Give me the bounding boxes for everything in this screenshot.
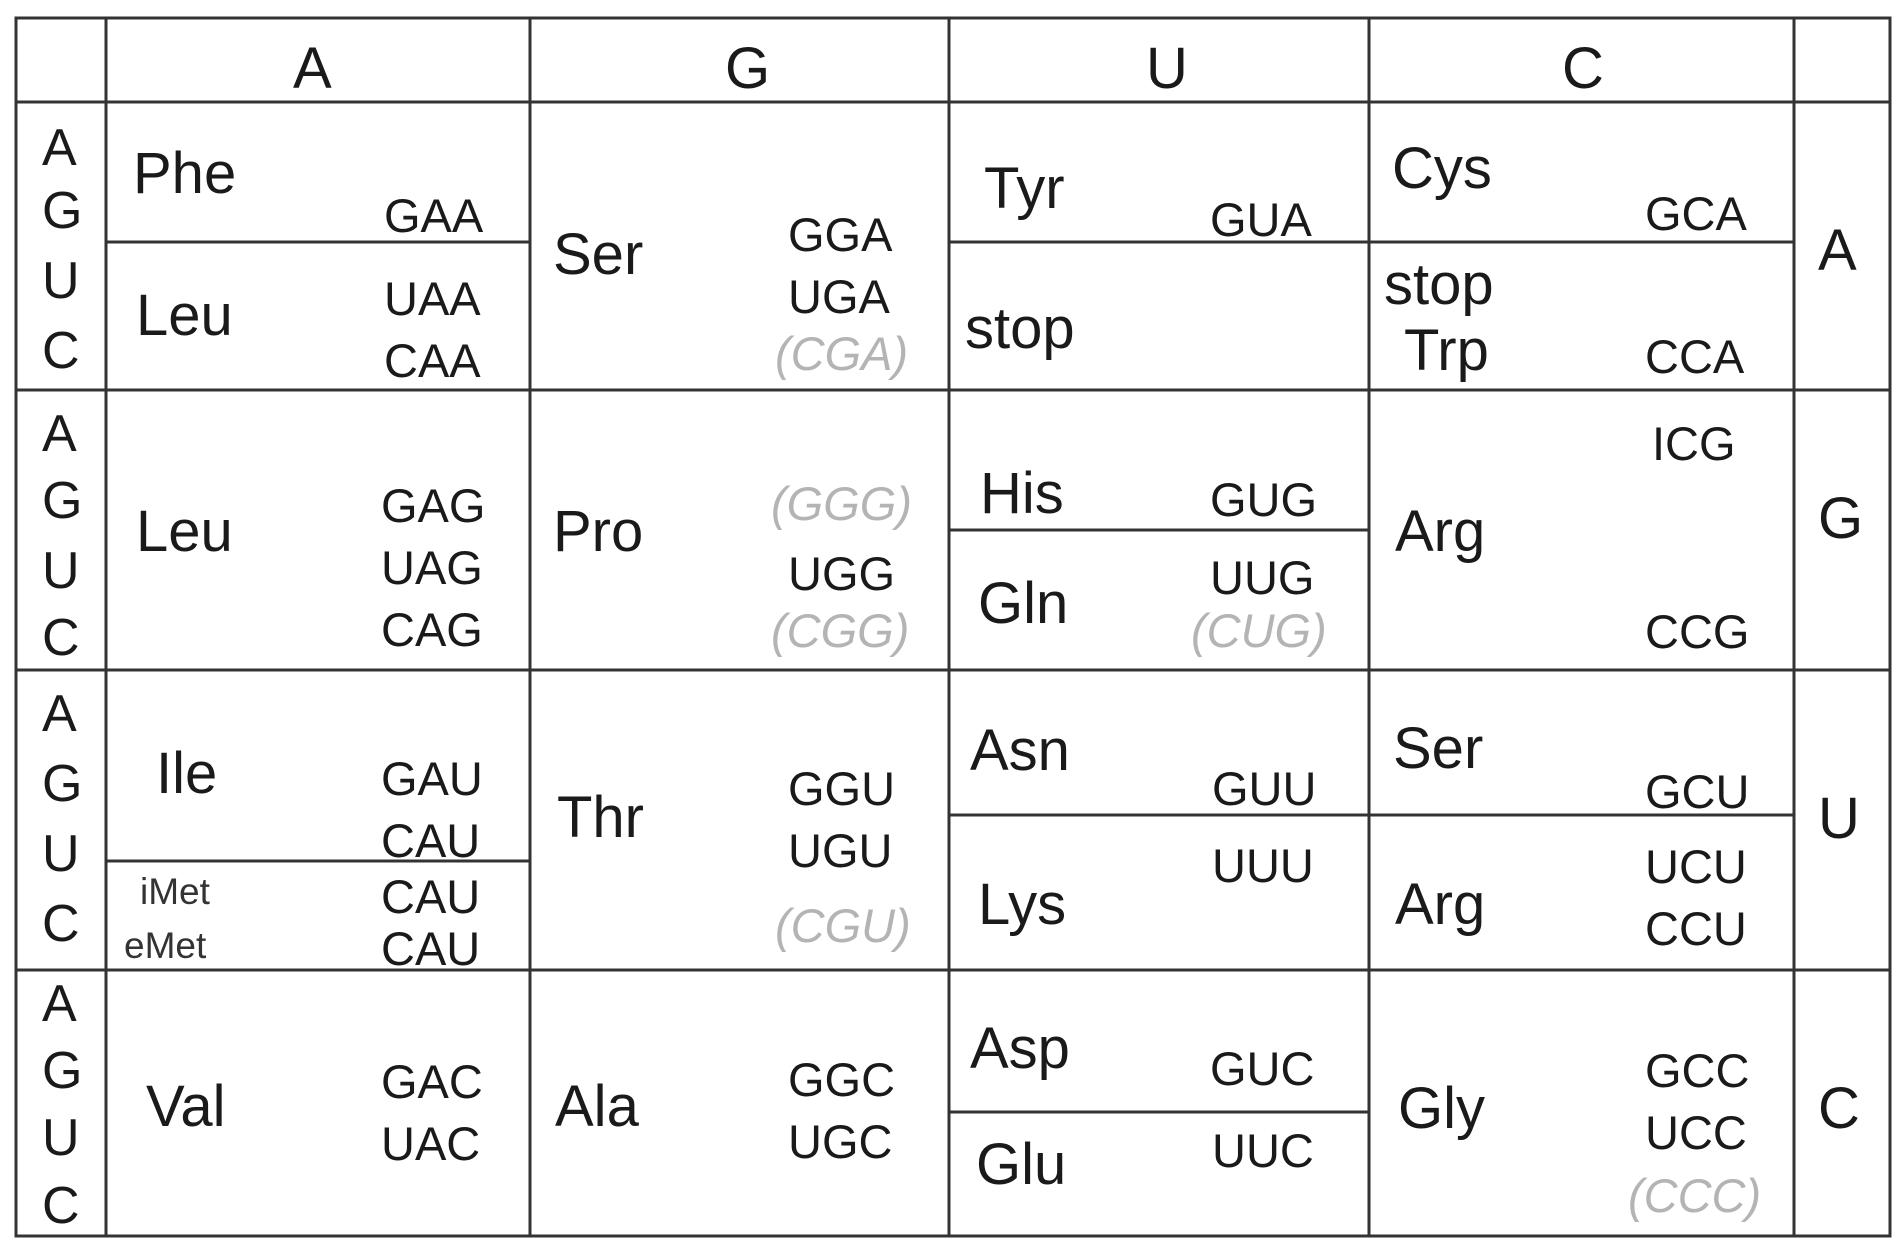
- row-label-u: U: [1818, 786, 1860, 851]
- amino-acid-his: His: [980, 461, 1064, 526]
- third-base-r1-c: C: [42, 322, 80, 380]
- anticodon-cau: CAU: [381, 814, 481, 867]
- column-header-a: A: [293, 36, 332, 101]
- anticodon-ugg: UGG: [788, 547, 896, 600]
- third-base-r3-a: A: [42, 685, 77, 743]
- anticodon-gag: GAG: [381, 479, 486, 532]
- amino-acid-asp: Asp: [970, 1016, 1070, 1081]
- amino-acid-asn: Asn: [970, 718, 1070, 783]
- anticodon-cgu: (CGU): [775, 899, 911, 952]
- amino-acid-ser: Ser: [553, 222, 644, 287]
- anticodon-cga: (CGA): [775, 327, 909, 380]
- amino-acid-val: Val: [146, 1074, 226, 1139]
- anticodon-guc: GUC: [1210, 1042, 1315, 1095]
- amino-acid-arg: Arg: [1395, 872, 1486, 937]
- third-base-r2-u: U: [42, 542, 80, 600]
- amino-acid-ile: Ile: [156, 741, 218, 806]
- amino-acid-phe: Phe: [133, 141, 237, 206]
- anticodon-ccu: CCU: [1645, 902, 1747, 955]
- third-base-r3-c: C: [42, 895, 80, 953]
- anticodon-cgg: (CGG): [771, 604, 910, 657]
- third-base-r2-g: G: [42, 472, 83, 530]
- anticodon-gaa: GAA: [384, 189, 484, 242]
- anticodon-ugu: UGU: [788, 824, 893, 877]
- amino-acid-leu: Leu: [136, 499, 233, 564]
- anticodon-gcc: GCC: [1645, 1044, 1750, 1097]
- row-label-g: G: [1818, 486, 1864, 551]
- column-header-c: C: [1562, 36, 1604, 101]
- third-base-r4-u: U: [42, 1109, 80, 1167]
- anticodon-gau: GAU: [381, 752, 483, 805]
- column-header-u: U: [1146, 36, 1188, 101]
- amino-acid-trp: Trp: [1404, 318, 1489, 383]
- amino-acid-gln: Gln: [978, 571, 1069, 636]
- anticodon-gcu: GCU: [1645, 765, 1750, 818]
- anticodon-gua: GUA: [1210, 193, 1312, 246]
- anticodon-gga: GGA: [788, 208, 893, 261]
- amino-acid-ser: Ser: [1393, 716, 1484, 781]
- stop-codon-label: stop: [965, 296, 1075, 361]
- amino-acid-cys: Cys: [1392, 136, 1492, 201]
- anticodon-uac: UAC: [381, 1117, 481, 1170]
- anticodon-ggg: (GGG): [771, 477, 912, 530]
- anticodon-uuc: UUC: [1212, 1124, 1314, 1177]
- third-base-r1-u: U: [42, 252, 80, 310]
- anticodon-ucu: UCU: [1645, 840, 1747, 893]
- anticodon-cca: CCA: [1645, 330, 1745, 383]
- anticodon-ugc: UGC: [788, 1115, 893, 1168]
- anticodon-uug: UUG: [1210, 551, 1315, 604]
- anticodon-ucc: UCC: [1645, 1106, 1747, 1159]
- third-base-r2-c: C: [42, 609, 80, 667]
- third-base-r4-a: A: [42, 975, 77, 1033]
- stop-codon-label: stop: [1384, 252, 1494, 317]
- anticodon-caa: CAA: [384, 334, 481, 387]
- amino-acid-lys: Lys: [978, 872, 1067, 937]
- amino-acid-pro: Pro: [553, 499, 644, 564]
- amino-acid-arg: Arg: [1395, 499, 1486, 564]
- third-base-r3-g: G: [42, 755, 83, 813]
- third-base-r3-u: U: [42, 825, 80, 883]
- amino-acid-leu: Leu: [136, 283, 233, 348]
- anticodon-icg: ICG: [1652, 417, 1736, 470]
- anticodon-cau: CAU: [381, 870, 481, 923]
- anticodon-ggu: GGU: [788, 762, 896, 815]
- column-header-g: G: [725, 36, 771, 101]
- anticodon-uga: UGA: [788, 270, 890, 323]
- third-base-r2-a: A: [42, 405, 77, 463]
- third-base-r4-c: C: [42, 1177, 80, 1235]
- anticodon-gug: GUG: [1210, 473, 1318, 526]
- amino-acid-glu: Glu: [976, 1132, 1067, 1197]
- third-base-r1-g: G: [42, 182, 83, 240]
- anticodon-ccc: (CCC): [1628, 1169, 1762, 1222]
- amino-acid-ala: Ala: [555, 1074, 639, 1139]
- amino-acid-thr: Thr: [557, 785, 644, 850]
- anticodon-cag: CAG: [381, 603, 483, 656]
- third-base-r1-a: A: [42, 119, 77, 177]
- anticodon-ccg: CCG: [1645, 605, 1750, 658]
- anticodon-gca: GCA: [1645, 187, 1747, 240]
- amino-acid-gly: Gly: [1398, 1076, 1485, 1141]
- anticodon-gac: GAC: [381, 1055, 483, 1108]
- row-label-a: A: [1818, 218, 1857, 283]
- row-label-c: C: [1818, 1076, 1860, 1141]
- anticodon-cug: (CUG): [1191, 604, 1327, 657]
- amino-acid-imet: iMet: [140, 871, 210, 912]
- anticodon-uag: UAG: [381, 541, 483, 594]
- table-border: [14, 16, 1892, 1238]
- anticodon-uuu: UUU: [1212, 839, 1314, 892]
- third-base-r4-g: G: [42, 1042, 83, 1100]
- amino-acid-tyr: Tyr: [984, 156, 1065, 221]
- anticodon-uaa: UAA: [384, 272, 481, 325]
- anticodon-guu: GUU: [1212, 762, 1317, 815]
- amino-acid-emet: eMet: [124, 925, 207, 966]
- anticodon-cau: CAU: [381, 922, 481, 975]
- anticodon-ggc: GGC: [788, 1053, 896, 1106]
